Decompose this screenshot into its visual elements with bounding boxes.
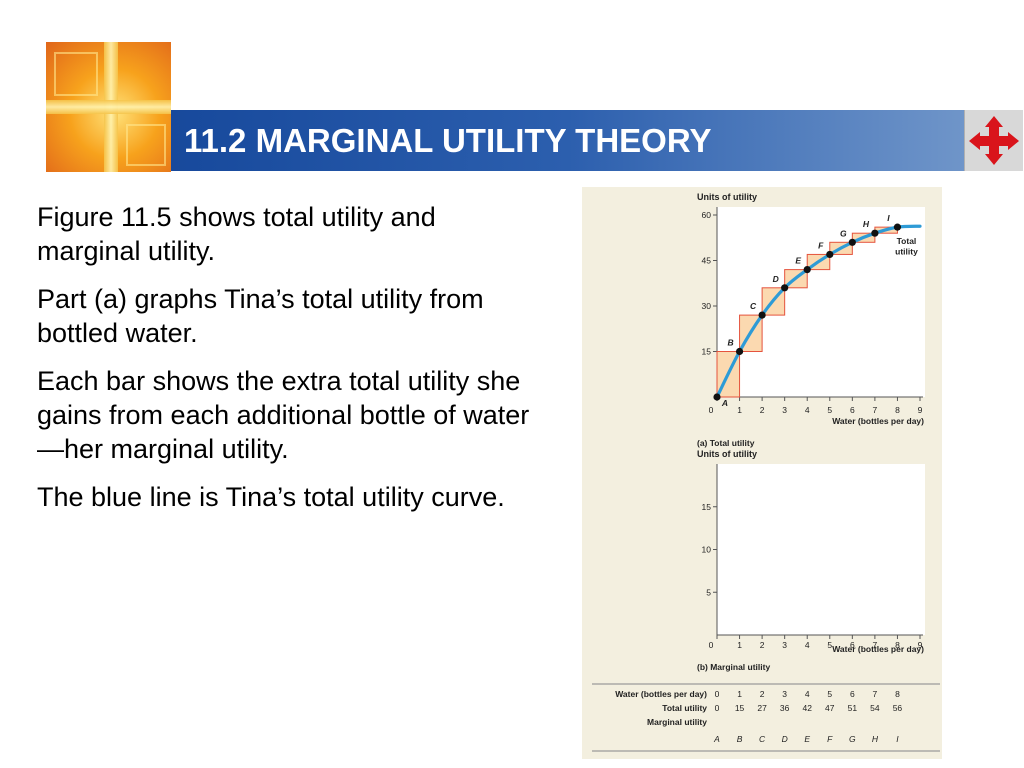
table-footer-label: A	[713, 734, 720, 744]
plot-b-panel-label: (b) Marginal utility	[697, 662, 770, 672]
table-cell: 27	[757, 703, 767, 713]
data-point-label: I	[887, 213, 890, 223]
data-point	[781, 284, 789, 292]
table-cell: 56	[893, 703, 903, 713]
navigation-button[interactable]	[964, 110, 1023, 171]
table-cell: 7	[873, 689, 878, 699]
table-row-header: Water (bottles per day)	[615, 689, 707, 699]
plot-a-y-tick-label: 45	[702, 256, 712, 266]
table-cell: 3	[782, 689, 787, 699]
table-cell: 42	[802, 703, 812, 713]
plot-a-x-tick-label: 2	[760, 405, 765, 415]
plot-b-x-tick-label: 5	[827, 640, 832, 650]
table-footer-label: B	[737, 734, 743, 744]
table-cell: 2	[760, 689, 765, 699]
plot-a-x-tick-label: 7	[873, 405, 878, 415]
title-bar	[171, 110, 964, 171]
data-point	[871, 229, 879, 237]
table-footer-label: E	[804, 734, 810, 744]
table-footer-label: G	[849, 734, 856, 744]
data-point	[803, 266, 811, 274]
table-footer-label: I	[896, 734, 899, 744]
data-point	[848, 238, 856, 246]
table-cell: 54	[870, 703, 880, 713]
plot-a-x-tick-label: 4	[805, 405, 810, 415]
plot-b-x-tick-label: 1	[737, 640, 742, 650]
data-point-label: H	[863, 219, 870, 229]
bullet-list: Figure 11.5 shows total utility and marg…	[37, 200, 537, 528]
table-cell: 47	[825, 703, 835, 713]
table-cell: 0	[715, 689, 720, 699]
plot-b-x-tick-label: 9	[918, 640, 923, 650]
plot-a-y-tick-label: 15	[702, 347, 712, 357]
plot-b-x-tick-label: 2	[760, 640, 765, 650]
plot-a-x-tick-label: 1	[737, 405, 742, 415]
table-cell: 15	[735, 703, 745, 713]
plot-a-y-tick-label: 30	[702, 301, 712, 311]
table-cell: 36	[780, 703, 790, 713]
table-footer-label: C	[759, 734, 766, 744]
plot-a-x-tick-label: 9	[918, 405, 923, 415]
plot-b-x-tick-label: 0	[709, 640, 714, 650]
data-point-label: A	[721, 398, 728, 408]
plot-b-background	[717, 464, 925, 635]
data-point-label: C	[750, 301, 757, 311]
slide-title: 11.2 MARGINAL UTILITY THEORY	[184, 122, 712, 159]
plot-b-x-tick-label: 8	[895, 640, 900, 650]
bullet-3: Each bar shows the extra total utility s…	[37, 366, 530, 464]
bullet-2: Part (a) graphs Tina’s total utility fro…	[37, 284, 484, 348]
data-point-label: G	[840, 228, 847, 238]
table-footer-label: D	[782, 734, 788, 744]
plot-a-y-axis-title: Units of utility	[697, 192, 757, 202]
curve-label-line-1: Total	[897, 236, 917, 246]
plot-b-y-tick-label: 15	[702, 502, 712, 512]
bullet-1: Figure 11.5 shows total utility and marg…	[37, 202, 436, 266]
plot-b-x-axis-title: Water (bottles per day)	[832, 644, 924, 654]
data-point	[893, 223, 902, 231]
bullet-4: The blue line is Tina’s total utility cu…	[37, 482, 505, 512]
cross-logo	[46, 42, 171, 172]
plot-a-x-tick-label: 3	[782, 405, 787, 415]
plot-a-x-axis-title: Water (bottles per day)	[832, 416, 924, 426]
table-cell: 6	[850, 689, 855, 699]
table-cell: 0	[715, 703, 720, 713]
plot-a-y-tick-label: 60	[702, 210, 712, 220]
plot-b-x-tick-label: 6	[850, 640, 855, 650]
plot-b-y-axis-title: Units of utility	[697, 449, 757, 459]
table-cell: 51	[848, 703, 858, 713]
table-footer-label: H	[872, 734, 879, 744]
data-point-label: F	[818, 240, 824, 250]
table-cell: 4	[805, 689, 810, 699]
plot-b-y-tick-label: 5	[706, 587, 711, 597]
data-point	[826, 250, 834, 259]
data-point-label: B	[727, 338, 733, 348]
plot-a-x-tick-label: 0	[709, 405, 714, 415]
plot-a-background	[717, 207, 925, 397]
plot-b-x-tick-label: 3	[782, 640, 787, 650]
data-point	[735, 347, 744, 356]
data-point	[713, 393, 721, 401]
table-cell: 1	[737, 689, 742, 699]
plot-b-x-tick-label: 4	[805, 640, 810, 650]
plot-a-x-tick-label: 8	[895, 405, 900, 415]
data-point	[758, 311, 766, 319]
plot-a-x-tick-label: 5	[827, 405, 832, 415]
move-arrows-icon	[969, 116, 1019, 165]
table-row-header: Total utility	[662, 703, 707, 713]
table-cell: 5	[827, 689, 832, 699]
plot-a-panel-label: (a) Total utility	[697, 438, 755, 448]
plot-b-x-tick-label: 7	[873, 640, 878, 650]
data-point-label: D	[773, 274, 779, 284]
figure-panel: Units of utility 15 30 45 60 0 1 2 3 4 5 6 7 8 9 Water …	[582, 187, 942, 759]
total-utility-curve	[715, 224, 922, 399]
curve-label-line-2: utility	[895, 246, 918, 256]
plot-b-y-tick-label: 10	[702, 545, 712, 555]
table-row-header: Marginal utility	[647, 717, 707, 727]
table-footer-label: F	[827, 734, 833, 744]
plot-a-x-tick-label: 6	[850, 405, 855, 415]
table-cell: 8	[895, 689, 900, 699]
data-point-label: E	[795, 256, 801, 266]
